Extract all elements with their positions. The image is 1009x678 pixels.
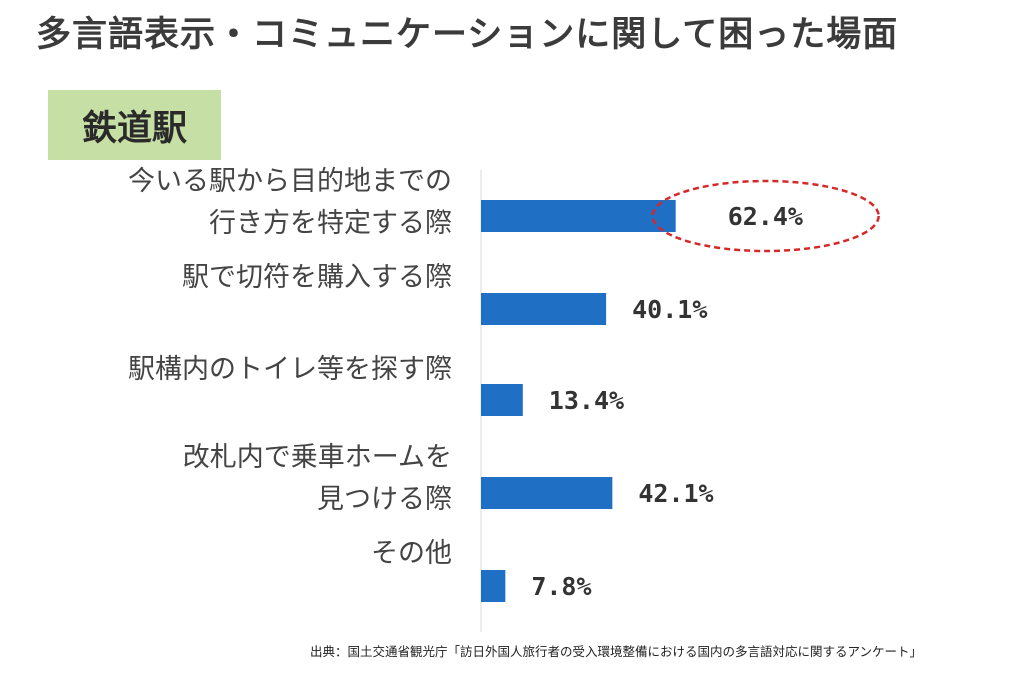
category-label: 改札内で乗車ホームを bbox=[183, 442, 452, 473]
category-label: その他 bbox=[371, 538, 452, 569]
value-label: 42.1% bbox=[638, 479, 713, 508]
value-label: 13.4% bbox=[549, 386, 624, 415]
category-label: 今いる駅から目的地までの bbox=[128, 166, 452, 197]
value-label: 7.8% bbox=[531, 572, 591, 601]
section-badge: 鉄道駅 bbox=[48, 90, 221, 160]
value-label: 40.1% bbox=[632, 295, 707, 324]
category-label: 見つける際 bbox=[317, 484, 452, 515]
bar bbox=[481, 293, 607, 325]
bar bbox=[481, 477, 613, 509]
source-note: 出典：国土交通省観光庁「訪日外国人旅行者の受入環境整備における国内の多言語対応に… bbox=[310, 644, 923, 659]
category-label: 行き方を特定する際 bbox=[209, 208, 452, 239]
bar bbox=[481, 384, 523, 416]
bar bbox=[481, 570, 506, 602]
value-label: 62.4% bbox=[728, 202, 803, 231]
chart-title: 多言語表示・コミュニケーションに関して困った場面 bbox=[36, 15, 899, 55]
category-label: 駅構内のトイレ等を探す際 bbox=[128, 354, 452, 385]
category-label: 駅で切符を購入する際 bbox=[182, 262, 452, 293]
bar bbox=[481, 200, 676, 232]
highlight-ellipse bbox=[651, 179, 880, 253]
